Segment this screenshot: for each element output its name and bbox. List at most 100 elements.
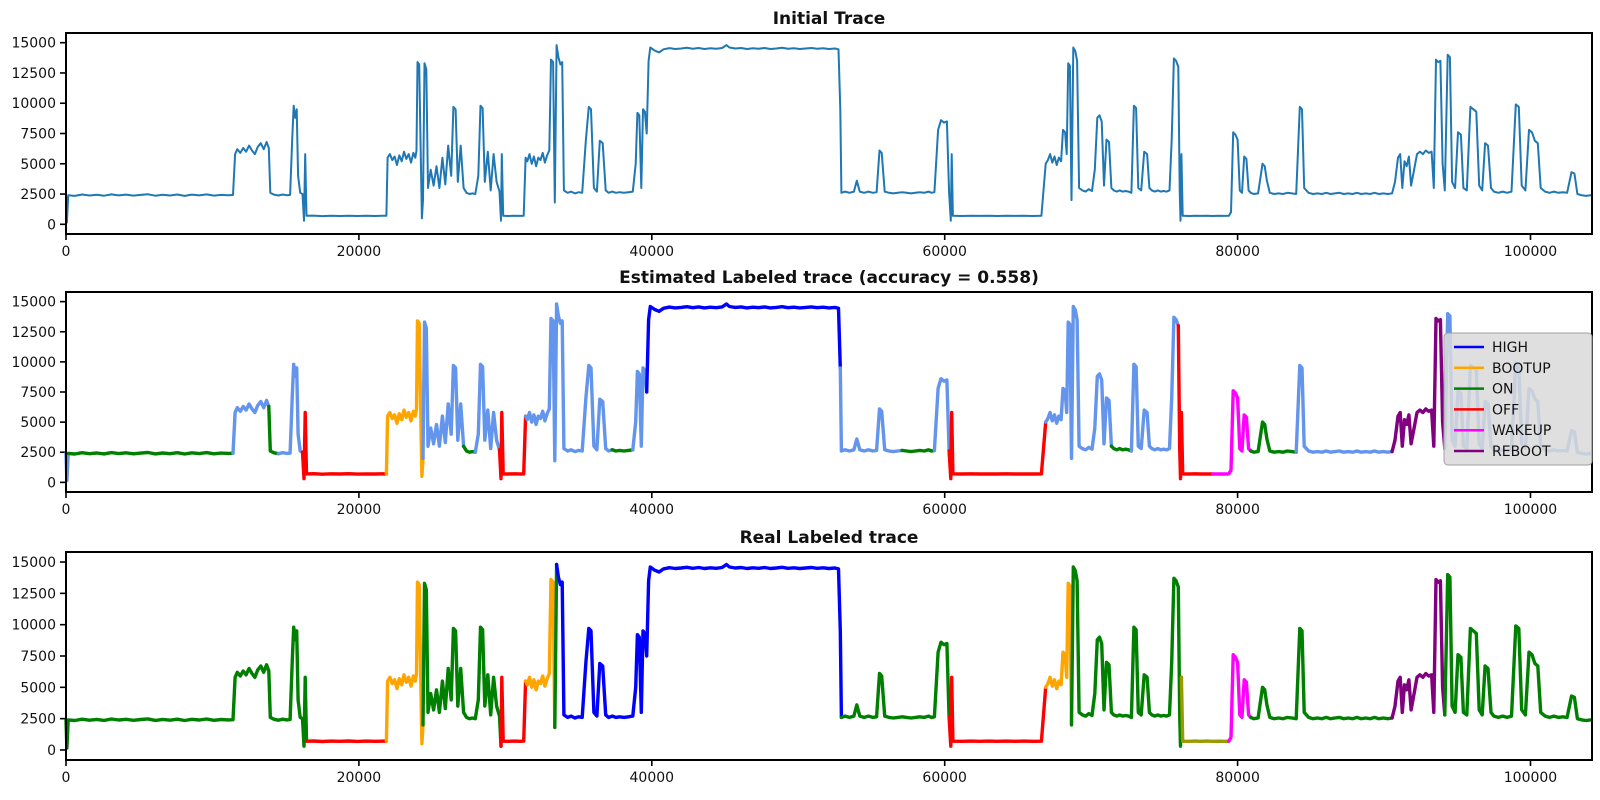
- x-tick-label: 40000: [630, 502, 675, 518]
- y-tick-label: 0: [47, 743, 56, 759]
- x-tick-label: 100000: [1504, 502, 1557, 518]
- x-tick-label: 40000: [630, 770, 675, 786]
- trace-segment-off: [497, 410, 528, 481]
- legend-label-on: ON: [1492, 382, 1514, 398]
- trace-segment-on: [1109, 444, 1134, 453]
- x-tick-label: 60000: [922, 502, 967, 518]
- trace-segment-on: [66, 450, 235, 456]
- y-tick-label: 7500: [20, 649, 56, 665]
- trace-segment-unlabeled: [421, 320, 466, 460]
- chart-title-estimated: Estimated Labeled trace (accuracy = 0.55…: [619, 268, 1039, 288]
- trace-segment-unlabeled: [932, 377, 951, 453]
- y-tick-label: 2500: [20, 187, 56, 203]
- trace-segment-on: [461, 444, 477, 454]
- trace-segment-unlabeled: [276, 362, 305, 456]
- y-tick-label: 12500: [11, 586, 56, 602]
- trace-segment-trace: [65, 44, 1592, 224]
- y-tick-label: 0: [47, 217, 56, 233]
- y-tick-label: 10000: [11, 355, 56, 371]
- trace-segment-reboot: [1390, 577, 1447, 720]
- x-tick-label: 80000: [1215, 770, 1260, 786]
- y-tick-label: 5000: [20, 415, 56, 431]
- trace-segment-on: [267, 404, 281, 456]
- trace-segment-off: [947, 675, 1048, 748]
- y-tick-label: 10000: [11, 96, 56, 112]
- y-tick-label: 5000: [20, 157, 56, 173]
- legend-box: [1443, 332, 1593, 466]
- trace-segment-bootup: [384, 580, 425, 746]
- trace-segment-unlabeled: [838, 366, 904, 454]
- trace-segment-unlabeled: [1294, 363, 1394, 454]
- trace-segment-off: [300, 410, 389, 481]
- y-tick-label: 0: [47, 475, 56, 491]
- chart-title-initial: Initial Trace: [773, 9, 886, 29]
- trace-segment-on: [1443, 572, 1593, 723]
- y-tick-label: 7500: [20, 127, 56, 143]
- trace-segment-off: [304, 739, 389, 744]
- subplot-estimated-labeled-trace: Estimated Labeled trace (accuracy = 0.55…: [11, 268, 1593, 518]
- x-tick-label: 0: [62, 502, 71, 518]
- trace-segment-high: [645, 302, 842, 394]
- axes-frame: [65, 551, 1593, 761]
- trace-segment-on: [1249, 626, 1394, 721]
- subplot-real-labeled-trace: Real Labeled trace 0 20000 40000 60000 80000…: [11, 528, 1593, 786]
- trace-segment-wakeup: [1210, 389, 1253, 476]
- trace-segment-unlabeled: [473, 362, 502, 454]
- legend-label-wakeup: WAKEUP: [1492, 423, 1551, 439]
- trace-segment-off: [1176, 324, 1215, 481]
- legend-label-high: HIGH: [1492, 340, 1528, 356]
- trace-segment-unlabeled: [1043, 304, 1114, 460]
- x-tick-label: 40000: [630, 244, 675, 260]
- x-tick-label: 0: [62, 244, 71, 260]
- x-tick-label: 100000: [1504, 244, 1557, 260]
- trace-segment-bootup: [1043, 581, 1074, 727]
- x-tick-label: 60000: [922, 770, 967, 786]
- trace-segment-bootup: [523, 577, 557, 730]
- y-tick-label: 5000: [20, 680, 56, 696]
- x-tick-label: 20000: [337, 502, 382, 518]
- y-tick-label: 12500: [11, 66, 56, 82]
- legend-label-off: OFF: [1492, 402, 1519, 418]
- trace-segment-reboot: [1390, 316, 1447, 454]
- trace-segment-unlabeled: [523, 302, 614, 463]
- trace-segment-on: [839, 640, 951, 720]
- trace-segment-unlabeled: [231, 398, 271, 455]
- trace-segment-bootup: [384, 319, 425, 478]
- legend-label-bootup: BOOTUP: [1492, 361, 1551, 377]
- trace-segment-on: [900, 448, 937, 454]
- trace-segment-off: [947, 410, 1048, 481]
- trace-segment-on: [1069, 565, 1184, 748]
- x-tick-label: 0: [62, 770, 71, 786]
- axes-frame: [65, 291, 1593, 493]
- y-tick-label: 15000: [11, 36, 56, 52]
- x-tick-label: 20000: [337, 770, 382, 786]
- axes-frame: [65, 32, 1593, 235]
- y-tick-label: 2500: [20, 445, 56, 461]
- x-tick-label: 60000: [922, 244, 967, 260]
- trace-segment-on: [1249, 420, 1298, 454]
- trace-segment-on: [610, 448, 635, 453]
- y-tick-label: 2500: [20, 712, 56, 728]
- y-tick-label: 15000: [11, 555, 56, 571]
- x-tick-label: 80000: [1215, 244, 1260, 260]
- trace-segment-wakeup: [1227, 653, 1253, 743]
- y-tick-label: 12500: [11, 325, 56, 341]
- trace-segment-on: [64, 625, 309, 750]
- trace-segment-other: [1179, 675, 1231, 743]
- x-tick-label: 80000: [1215, 502, 1260, 518]
- legend-label-reboot: REBOOT: [1492, 444, 1551, 460]
- y-tick-label: 7500: [20, 385, 56, 401]
- legend: HIGH BOOTUP ON OFF WAKEUP REBOOT: [1443, 332, 1593, 466]
- trace-segment-high: [554, 562, 844, 720]
- x-tick-label: 100000: [1504, 770, 1557, 786]
- chart-title-real: Real Labeled trace: [740, 528, 919, 548]
- y-tick-label: 15000: [11, 295, 56, 311]
- x-tick-label: 20000: [337, 244, 382, 260]
- trace-segment-unlabeled: [1129, 315, 1181, 453]
- trace-segment-on: [421, 581, 503, 748]
- trace-segment-on: [553, 562, 559, 730]
- trace-segment-off: [499, 675, 528, 748]
- y-tick-label: 10000: [11, 618, 56, 634]
- subplot-initial-trace: Initial Trace 0 20000 40000 60000 80000 10000…: [11, 9, 1593, 260]
